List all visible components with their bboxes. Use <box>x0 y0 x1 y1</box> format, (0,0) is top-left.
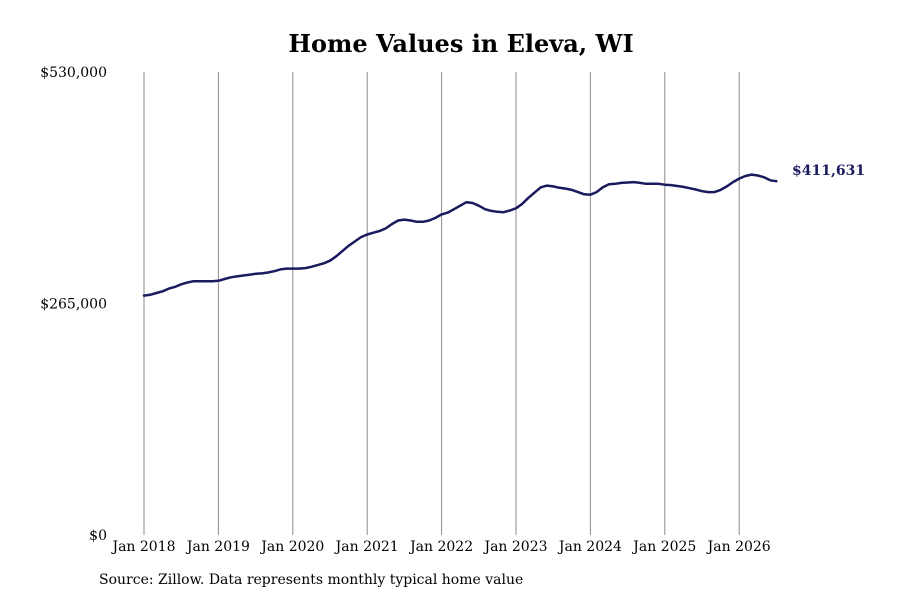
x-tick-label: Jan 2023 <box>482 539 547 555</box>
y-tick-label: $265,000 <box>40 297 107 313</box>
x-tick-label: Jan 2022 <box>408 539 473 555</box>
end-value-label: $411,631 <box>792 163 865 179</box>
x-tick-label: Jan 2026 <box>706 539 771 555</box>
y-tick-label: $0 <box>89 528 107 544</box>
source-note: Source: Zillow. Data represents monthly … <box>99 572 524 588</box>
x-tick-label: Jan 2020 <box>259 539 324 555</box>
x-tick-label: Jan 2018 <box>110 539 175 555</box>
x-tick-label: Jan 2021 <box>334 539 399 555</box>
x-tick-label: Jan 2025 <box>631 539 696 555</box>
x-tick-label: Jan 2024 <box>557 539 622 555</box>
series-line-0 <box>142 173 778 297</box>
series-layer <box>142 173 778 297</box>
chart-title: Home Values in Eleva, WI <box>288 29 633 58</box>
y-axis-ticks: $0 $265,000 $530,000 <box>40 65 107 544</box>
y-tick-label: $530,000 <box>40 65 107 81</box>
x-tick-label: Jan 2019 <box>185 539 250 555</box>
gridlines <box>143 72 740 535</box>
x-axis-ticks: Jan 2018 Jan 2019 Jan 2020 Jan 2021 Jan 2022… <box>110 539 770 555</box>
